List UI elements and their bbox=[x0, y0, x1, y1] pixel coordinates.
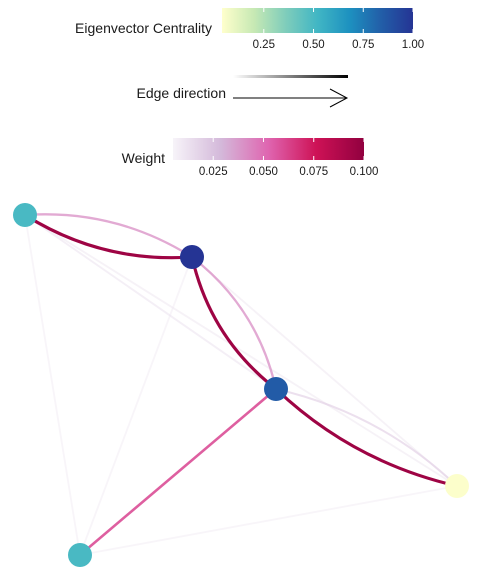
network-edge bbox=[274, 387, 459, 488]
network-edge bbox=[191, 256, 458, 487]
edge-direction-legend: Edge direction bbox=[136, 75, 349, 108]
weight-colorbar bbox=[173, 138, 364, 160]
weight-legend: Weight 0.025 0.050 0.075 0.100 bbox=[122, 138, 379, 178]
network-node[interactable] bbox=[180, 245, 204, 269]
centrality-legend-title: Eigenvector Centrality bbox=[75, 20, 212, 36]
centrality-legend: Eigenvector Centrality 0.25 0.50 0.75 1.00 bbox=[75, 8, 424, 51]
centrality-colorbar bbox=[222, 8, 413, 33]
colorbar-tick-label: 0.75 bbox=[352, 39, 374, 51]
network-edge bbox=[274, 387, 459, 488]
network-node[interactable] bbox=[13, 203, 37, 227]
weight-ticks: 0.025 0.050 0.075 0.100 bbox=[199, 138, 379, 178]
network-node[interactable] bbox=[68, 543, 92, 567]
network-edge bbox=[79, 485, 458, 556]
network-edge bbox=[190, 255, 278, 391]
network-nodes bbox=[13, 203, 469, 567]
weight-legend-title: Weight bbox=[122, 150, 165, 166]
network-edge bbox=[24, 214, 81, 556]
edge-direction-legend-title: Edge direction bbox=[136, 85, 226, 101]
colorbar-tick-label: 0.25 bbox=[253, 39, 275, 51]
network-edge bbox=[24, 214, 277, 390]
colorbar-tick-label: 0.50 bbox=[302, 39, 324, 51]
network-edge bbox=[78, 387, 278, 557]
colorbar-tick-label: 1.00 bbox=[402, 39, 424, 51]
edge-direction-gradient-bar bbox=[233, 75, 348, 78]
network-edge bbox=[190, 255, 278, 391]
network-edge bbox=[23, 213, 194, 260]
network-node[interactable] bbox=[264, 377, 288, 401]
network-edge bbox=[79, 256, 193, 556]
centrality-ticks: 0.25 0.50 0.75 1.00 bbox=[253, 8, 424, 51]
colorbar-tick-label: 0.100 bbox=[350, 166, 379, 178]
network-edge bbox=[23, 213, 194, 259]
colorbar-tick-label: 0.050 bbox=[249, 166, 278, 178]
colorbar-tick-label: 0.075 bbox=[299, 166, 328, 178]
network-edge bbox=[24, 214, 458, 487]
colorbar-tick-label: 0.025 bbox=[199, 166, 228, 178]
network-edges bbox=[23, 213, 459, 557]
edge-direction-arrow-icon bbox=[233, 88, 349, 108]
network-node[interactable] bbox=[445, 474, 469, 498]
